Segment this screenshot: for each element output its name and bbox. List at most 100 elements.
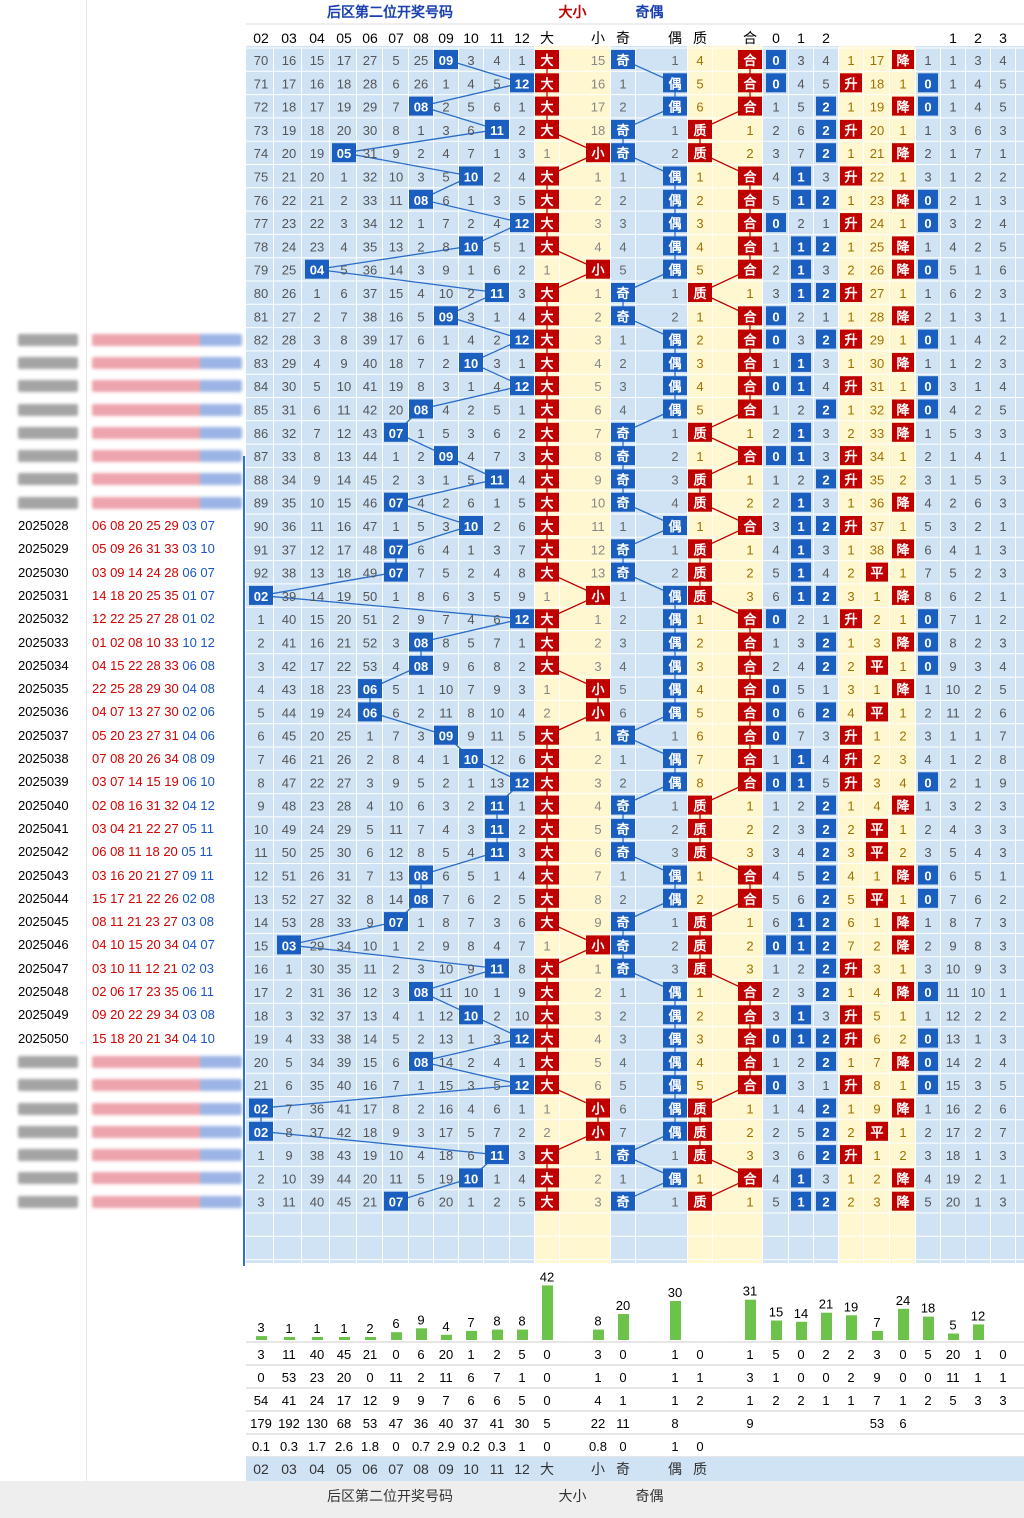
miss-value: 49 <box>363 566 377 581</box>
miss-value: 42 <box>337 1125 351 1140</box>
hit-cell <box>434 50 458 69</box>
parity-even-label: 偶 <box>668 589 681 604</box>
parity-miss: 2 <box>671 309 678 324</box>
parity-miss: 1 <box>671 53 678 68</box>
parity-miss: 4 <box>671 496 678 511</box>
hit-number: 12 <box>515 775 529 790</box>
tail-value: 1 <box>974 729 981 744</box>
parity-miss: 2 <box>671 146 678 161</box>
miss-value: 8 <box>257 775 264 790</box>
stat-value: 0 <box>543 1347 550 1362</box>
mod-miss: 5 <box>822 775 829 790</box>
miss-value: 1 <box>417 682 424 697</box>
stat-value: 12 <box>363 1393 377 1408</box>
mod-miss: 3 <box>822 729 829 744</box>
size-hit-cell <box>535 306 559 326</box>
stat-value: 0 <box>696 1439 703 1454</box>
miss-value: 2 <box>417 1102 424 1117</box>
miss-value: 79 <box>254 263 268 278</box>
size-small-label: 小 <box>591 938 604 953</box>
miss-value: 22 <box>337 659 351 674</box>
prime-miss: 1 <box>696 449 703 464</box>
miss-value: 13 <box>389 239 403 254</box>
tail-value: 1 <box>999 309 1006 324</box>
miss-value: 44 <box>282 705 296 720</box>
miss-value: 45 <box>337 1195 351 1210</box>
parity-miss: 2 <box>619 612 626 627</box>
blurred-issue <box>18 450 78 463</box>
miss-value: 3 <box>518 682 525 697</box>
miss-value: 7 <box>493 1125 500 1140</box>
trend-miss: 1 <box>899 659 906 674</box>
miss-value: 2 <box>417 146 424 161</box>
parity-hit-cell <box>663 399 687 419</box>
stat-value: 2 <box>772 1393 779 1408</box>
mod-miss: 1 <box>772 472 779 487</box>
miss-value: 11 <box>389 822 403 837</box>
miss-value: 3 <box>518 1148 525 1163</box>
miss-value: 17 <box>254 985 268 1000</box>
miss-value: 6 <box>493 426 500 441</box>
miss-value: 1 <box>467 775 474 790</box>
miss-value: 11 <box>363 962 377 977</box>
composite-label: 合 <box>743 449 757 464</box>
miss-value: 84 <box>254 379 268 394</box>
size-big-label: 大 <box>540 892 553 907</box>
prime-label: 质 <box>693 286 706 301</box>
miss-value: 15 <box>389 286 403 301</box>
miss-value: 6 <box>417 1195 424 1210</box>
mod-hit-value: 1 <box>797 915 804 930</box>
trend-miss: 1 <box>899 170 906 185</box>
issue-number: 2025048 <box>18 984 69 999</box>
tail-value: 5 <box>949 426 956 441</box>
miss-value: 9 <box>340 356 347 371</box>
miss-value: 7 <box>313 426 320 441</box>
miss-value: 6 <box>467 892 474 907</box>
miss-value: 27 <box>337 775 351 790</box>
miss-value: 33 <box>282 449 296 464</box>
issue-number: 2025038 <box>18 751 69 766</box>
miss-value: 8 <box>392 752 399 767</box>
parity-miss: 1 <box>619 519 626 534</box>
miss-value: 15 <box>439 1078 453 1093</box>
composite-label: 合 <box>743 612 757 627</box>
hit-number: 11 <box>490 1148 504 1163</box>
size-hit-cell <box>535 96 559 116</box>
miss-value: 53 <box>282 915 296 930</box>
miss-value: 3 <box>442 799 449 814</box>
miss-value: 2 <box>493 1008 500 1023</box>
miss-value: 7 <box>467 146 474 161</box>
size-miss: 5 <box>594 822 601 837</box>
prime-label: 质 <box>693 915 706 930</box>
miss-value: 28 <box>310 915 324 930</box>
mod-miss: 3 <box>822 1171 829 1186</box>
issue-number: 2025045 <box>18 914 69 930</box>
mod-miss: 7 <box>797 146 804 161</box>
stat-value: 0 <box>543 1393 550 1408</box>
parity-miss: 1 <box>671 799 678 814</box>
size-big-label: 大 <box>540 519 553 534</box>
hit-number: 02 <box>254 1102 268 1117</box>
stat-value: 54 <box>254 1393 268 1408</box>
trend-miss: 2 <box>873 1171 880 1186</box>
mod-miss: 6 <box>797 892 804 907</box>
size-big-label: 大 <box>540 962 553 977</box>
tail-value: 2 <box>974 286 981 301</box>
mod-hit-cell <box>791 352 811 372</box>
trend-label: 升 <box>844 170 857 185</box>
mod-hit-value: 2 <box>822 100 829 115</box>
hit-number: 11 <box>490 472 504 487</box>
hit-number: 11 <box>490 845 504 860</box>
miss-value: 35 <box>282 496 296 511</box>
front-numbers: 03 09 14 24 28 <box>92 564 183 580</box>
hit-cell <box>459 352 483 372</box>
parity-hit-cell <box>611 306 635 326</box>
prime-label: 质 <box>693 1195 706 1210</box>
tail-value: 1 <box>949 76 956 91</box>
tail-value: 1 <box>924 426 931 441</box>
stat-value: 7 <box>442 1393 449 1408</box>
miss-value: 5 <box>493 239 500 254</box>
miss-value: 20 <box>282 146 296 161</box>
miss-value: 14 <box>310 589 324 604</box>
col-label-09: 09 <box>438 30 454 46</box>
